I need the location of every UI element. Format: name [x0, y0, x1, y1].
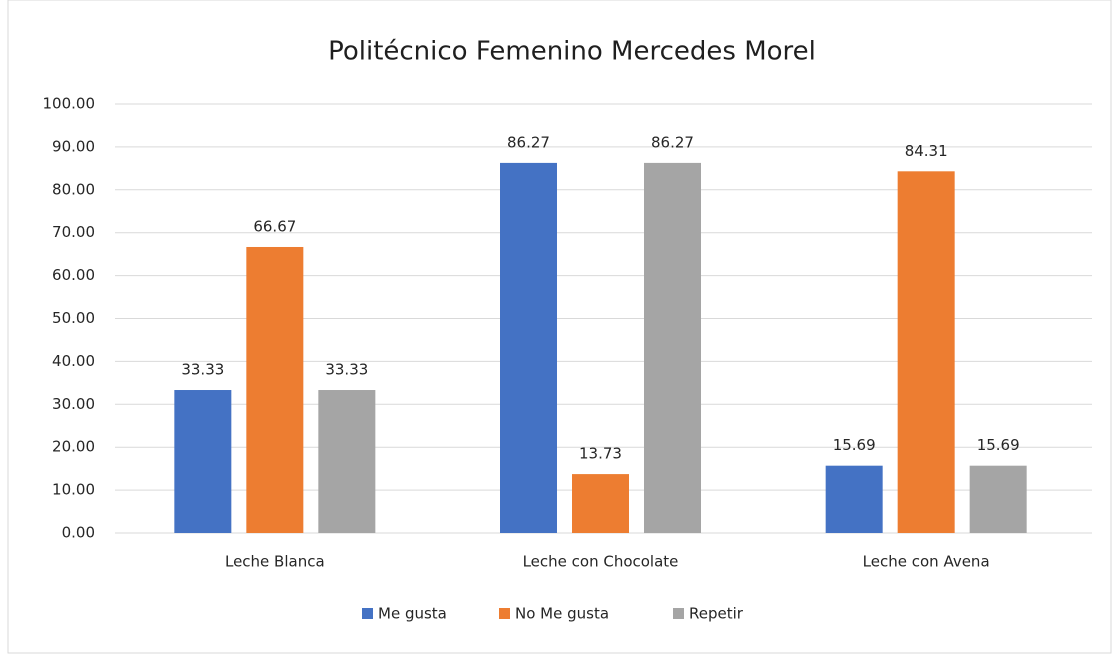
- data-label: 13.73: [579, 445, 622, 463]
- data-label: 84.31: [905, 142, 948, 160]
- bar: [318, 390, 376, 533]
- x-tick-label: Leche Blanca: [225, 553, 325, 571]
- y-tick-label: 80.00: [52, 180, 95, 198]
- y-tick-label: 70.00: [52, 223, 95, 241]
- y-tick-label: 20.00: [52, 438, 95, 456]
- bar: [246, 246, 304, 533]
- x-tick-label: Leche con Avena: [863, 553, 990, 571]
- legend-swatch: [499, 608, 510, 619]
- data-label: 15.69: [833, 436, 876, 454]
- legend-label: Repetir: [689, 605, 744, 623]
- y-tick-label: 40.00: [52, 352, 95, 370]
- legend-swatch: [673, 608, 684, 619]
- y-tick-label: 30.00: [52, 395, 95, 413]
- data-label: 86.27: [651, 133, 694, 151]
- data-label: 33.33: [181, 361, 224, 379]
- y-tick-label: 90.00: [52, 137, 95, 155]
- y-tick-label: 0.00: [62, 524, 95, 542]
- y-tick-label: 100.00: [43, 95, 96, 113]
- bar: [969, 465, 1027, 533]
- bar: [644, 162, 701, 533]
- data-label: 15.69: [977, 436, 1020, 454]
- bar: [825, 465, 883, 533]
- y-tick-label: 10.00: [52, 481, 95, 499]
- y-tick-label: 50.00: [52, 309, 95, 327]
- bar: [500, 162, 557, 533]
- legend-label: Me gusta: [378, 605, 447, 623]
- data-label: 86.27: [507, 133, 550, 151]
- x-tick-label: Leche con Chocolate: [523, 553, 679, 571]
- data-label: 33.33: [325, 361, 368, 379]
- bar: [572, 474, 629, 533]
- bar: [174, 390, 232, 533]
- chart-title: Politécnico Femenino Mercedes Morel: [328, 37, 816, 67]
- data-label: 66.67: [253, 217, 296, 235]
- legend-swatch: [362, 608, 373, 619]
- legend-label: No Me gusta: [515, 605, 609, 623]
- y-tick-label: 60.00: [52, 266, 95, 284]
- bar: [897, 171, 955, 533]
